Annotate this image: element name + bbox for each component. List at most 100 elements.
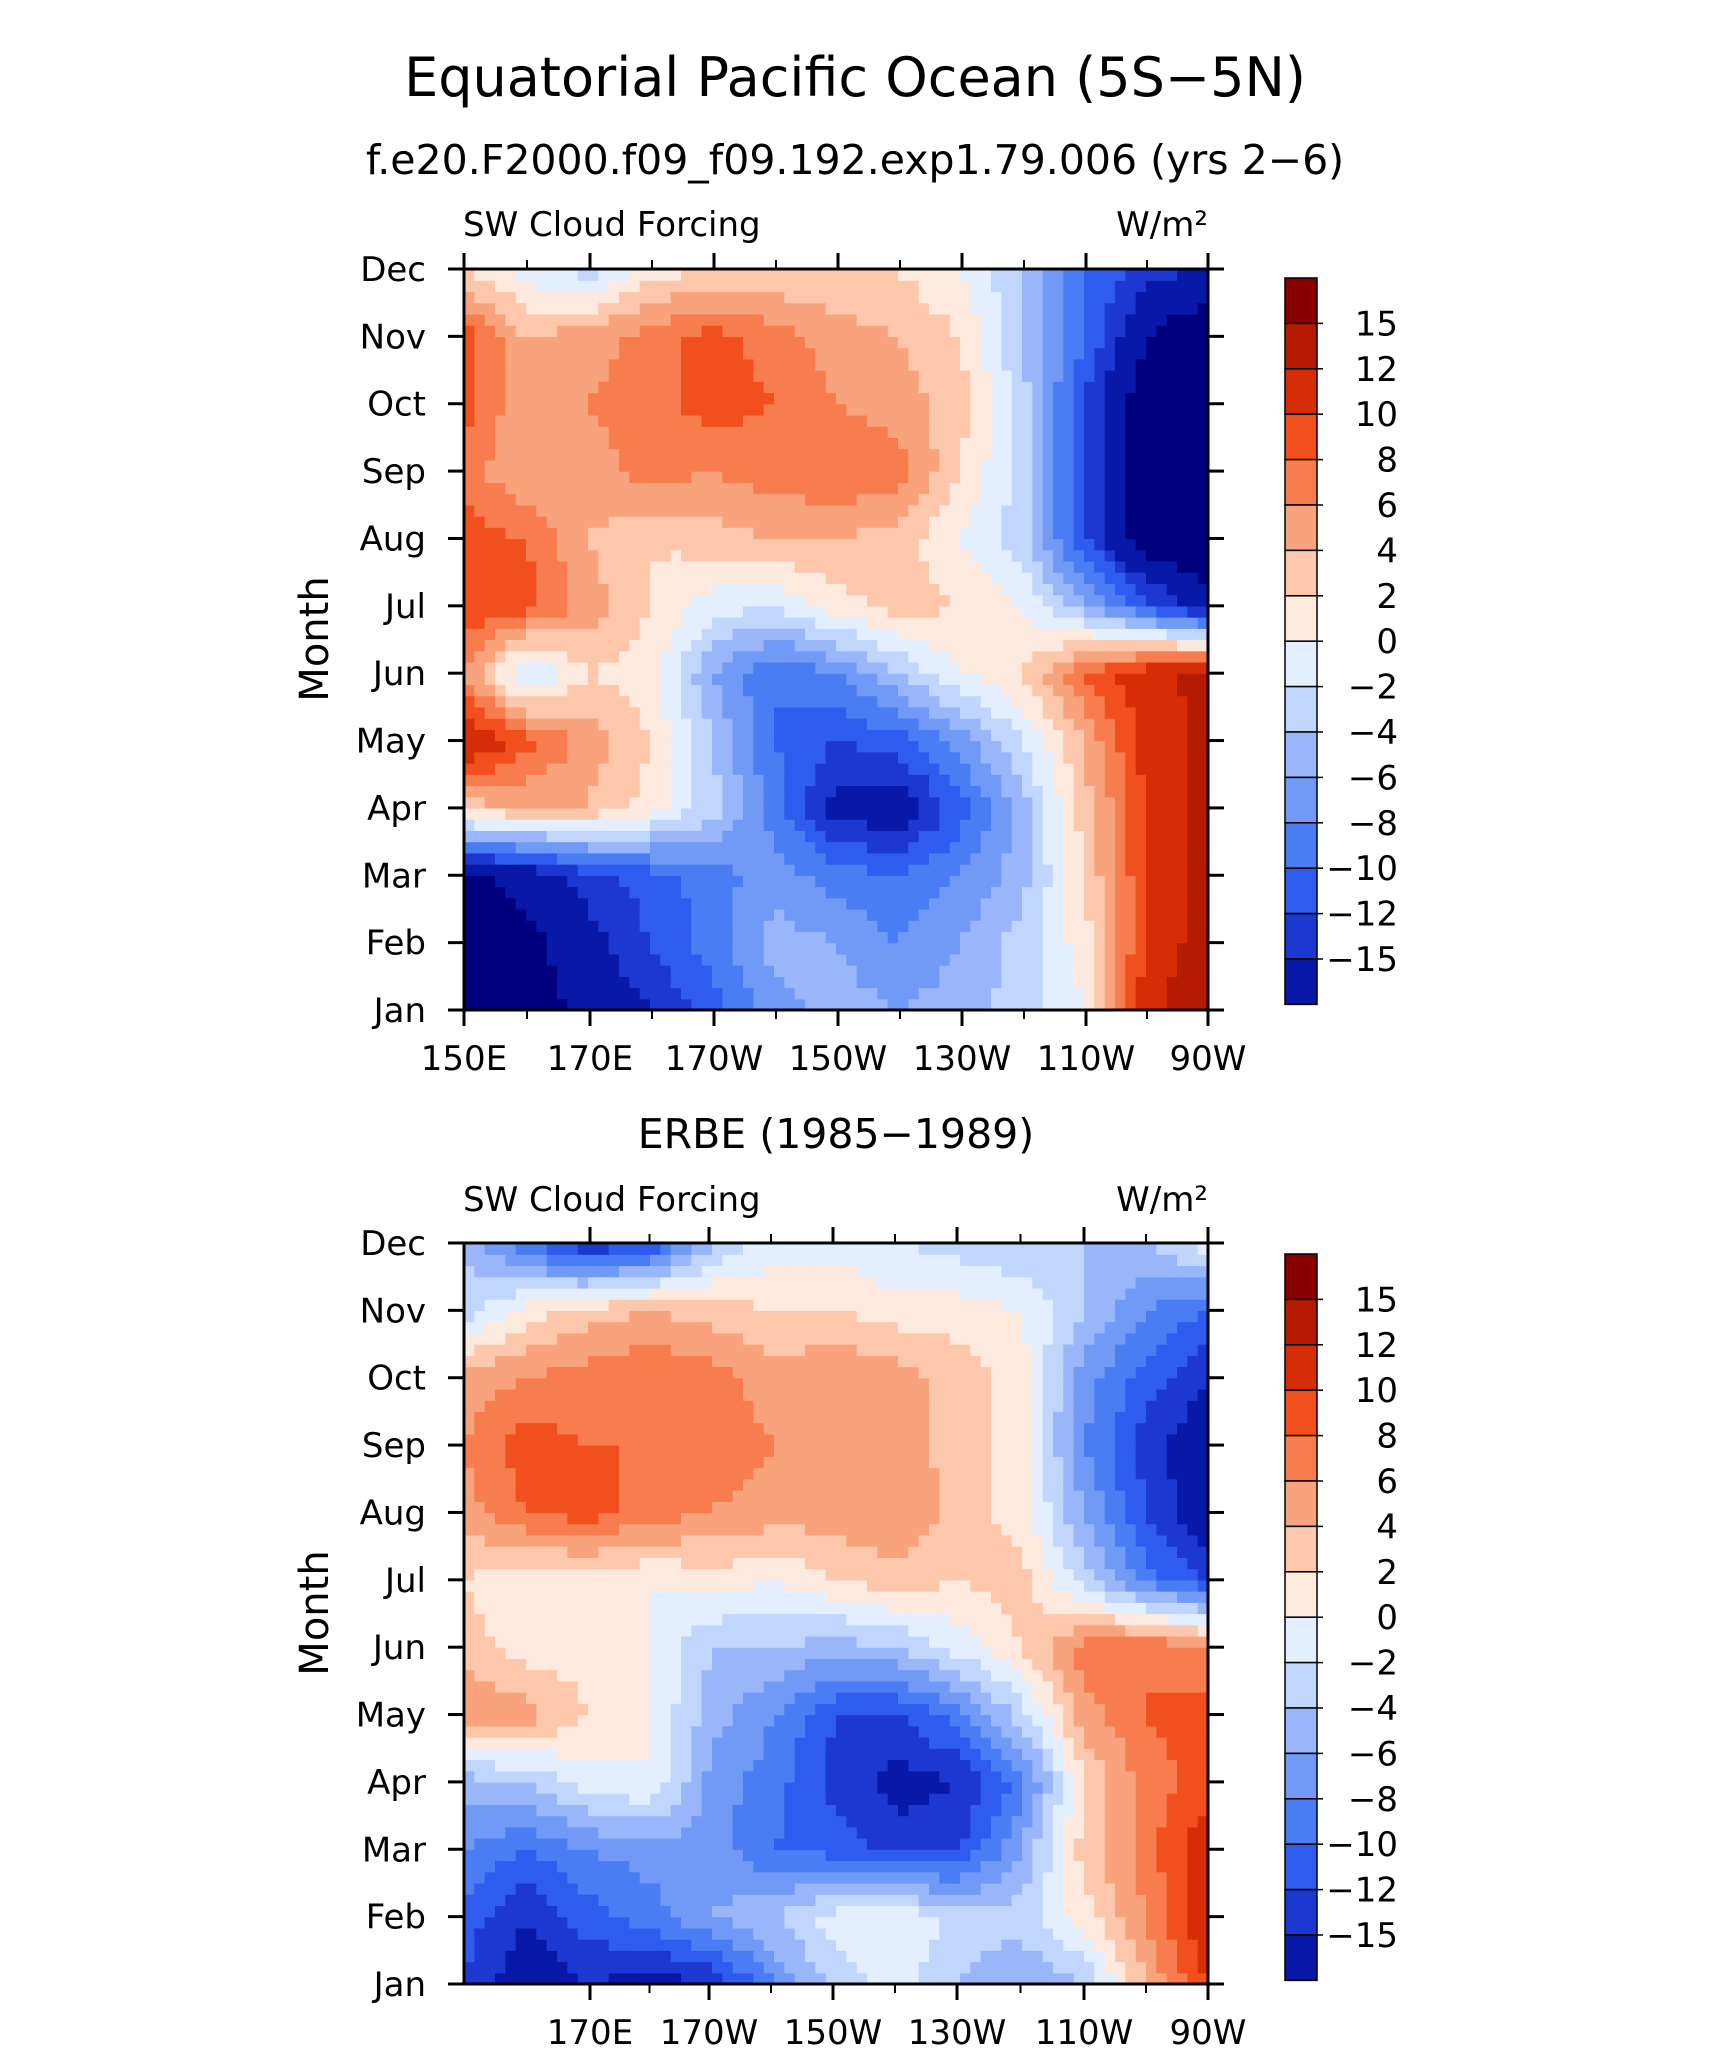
heatmap-cell — [970, 987, 982, 1000]
heatmap-cell — [608, 605, 620, 618]
heatmap-cell — [1053, 897, 1064, 910]
heatmap-cell — [1084, 987, 1095, 1000]
heatmap-cell — [1094, 605, 1106, 618]
heatmap-cell — [836, 763, 847, 775]
heatmap-cell — [877, 325, 889, 337]
heatmap-cell — [763, 661, 775, 674]
heatmap-cell — [660, 280, 672, 293]
heatmap-cell — [546, 650, 558, 663]
heatmap-cell — [846, 920, 858, 933]
heatmap-cell — [743, 549, 754, 562]
heatmap-cell — [805, 325, 816, 337]
heatmap-cell — [1197, 347, 1209, 360]
heatmap-cell — [629, 875, 641, 888]
heatmap-cell — [1053, 302, 1064, 315]
heatmap-cell — [784, 358, 796, 371]
heatmap-cell — [805, 628, 816, 641]
heatmap-cell — [505, 740, 517, 753]
heatmap-cell — [815, 493, 827, 506]
heatmap-cell — [722, 269, 734, 281]
heatmap-cell — [867, 403, 878, 416]
heatmap-cell — [681, 291, 692, 304]
heatmap-cell — [1073, 886, 1085, 899]
heatmap-cell — [1001, 897, 1013, 910]
heatmap-cell — [712, 448, 723, 461]
panel-model: f.e20.F2000.f09_f09.192.exp1.79.006 (yrs… — [292, 136, 1398, 1079]
heatmap-cell — [464, 482, 475, 495]
colorbar-label: −2 — [1348, 668, 1398, 708]
heatmap-cell — [701, 381, 713, 394]
heatmap-cell — [929, 751, 940, 764]
heatmap-cell — [836, 594, 847, 607]
heatmap-cell — [774, 875, 785, 888]
heatmap-cell — [1146, 695, 1157, 708]
heatmap-cell — [1094, 942, 1106, 955]
heatmap-cell — [588, 617, 599, 629]
heatmap-cell — [980, 325, 992, 337]
heatmap-cell — [1177, 864, 1188, 876]
heatmap-cell — [908, 953, 920, 966]
heatmap-cell — [598, 302, 610, 315]
heatmap-cell — [1001, 976, 1013, 989]
heatmap-cell — [1104, 336, 1116, 349]
heatmap-cell — [1011, 426, 1023, 439]
heatmap-cell — [867, 819, 878, 831]
heatmap-cell — [1001, 291, 1013, 304]
heatmap-cell — [474, 684, 486, 697]
heatmap-cell — [1166, 347, 1178, 360]
heatmap-cell — [1084, 572, 1095, 584]
heatmap-cell — [608, 448, 620, 461]
heatmap-cell — [991, 897, 1002, 910]
heatmap-cell — [929, 392, 940, 405]
heatmap-cell — [505, 493, 517, 506]
heatmap-cell — [815, 987, 827, 1000]
heatmap-cell — [898, 482, 909, 495]
heatmap-cell — [1084, 920, 1095, 933]
heatmap-cell — [588, 426, 599, 439]
heatmap-cell — [753, 852, 765, 865]
heatmap-cell — [691, 527, 703, 540]
heatmap-cell — [495, 572, 506, 584]
heatmap-cell — [836, 830, 847, 843]
heatmap-cell — [484, 269, 496, 281]
heatmap-cell — [722, 774, 734, 787]
heatmap-cell — [991, 998, 1002, 1011]
heatmap-cell — [753, 347, 765, 360]
heatmap-cell — [660, 448, 672, 461]
heatmap-cell — [629, 471, 641, 483]
heatmap-cell — [1022, 785, 1033, 798]
heatmap-cell — [670, 807, 682, 820]
heatmap-cell — [546, 897, 558, 910]
heatmap-cell — [629, 448, 641, 461]
heatmap-cell — [505, 313, 517, 326]
panel-model-frame — [462, 267, 1210, 1012]
heatmap-cell — [722, 729, 734, 742]
heatmap-cell — [929, 706, 940, 719]
heatmap-cell — [536, 695, 548, 708]
heatmap-cell — [1001, 942, 1013, 955]
heatmap-cell — [1104, 706, 1116, 719]
heatmap-cell — [536, 549, 548, 562]
heatmap-cell — [825, 684, 837, 697]
heatmap-cell — [650, 325, 661, 337]
heatmap-cell — [712, 751, 723, 764]
heatmap-cell — [598, 1916, 610, 1929]
heatmap-cell — [794, 830, 806, 843]
heatmap-cell — [1022, 886, 1033, 899]
heatmap-cell — [1146, 426, 1157, 439]
heatmap-cell — [526, 347, 537, 360]
heatmap-cell — [484, 549, 496, 562]
heatmap-cell — [1135, 325, 1147, 337]
heatmap-cell — [722, 852, 734, 865]
heatmap-cell — [546, 403, 558, 416]
heatmap-cell — [650, 538, 661, 551]
heatmap-cell — [898, 302, 909, 315]
heatmap-cell — [670, 953, 682, 966]
heatmap-cell — [650, 673, 661, 686]
heatmap-cell — [805, 751, 816, 764]
heatmap-cell — [474, 504, 486, 517]
heatmap-cell — [1001, 313, 1013, 326]
heatmap-cell — [991, 965, 1002, 977]
heatmap-cell — [815, 628, 827, 641]
heatmap-cell — [474, 796, 486, 809]
